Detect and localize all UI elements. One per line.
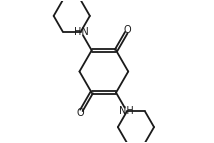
Text: O: O [124, 25, 132, 35]
Text: HN: HN [74, 27, 89, 37]
Text: O: O [76, 108, 84, 118]
Text: NH: NH [119, 106, 134, 116]
